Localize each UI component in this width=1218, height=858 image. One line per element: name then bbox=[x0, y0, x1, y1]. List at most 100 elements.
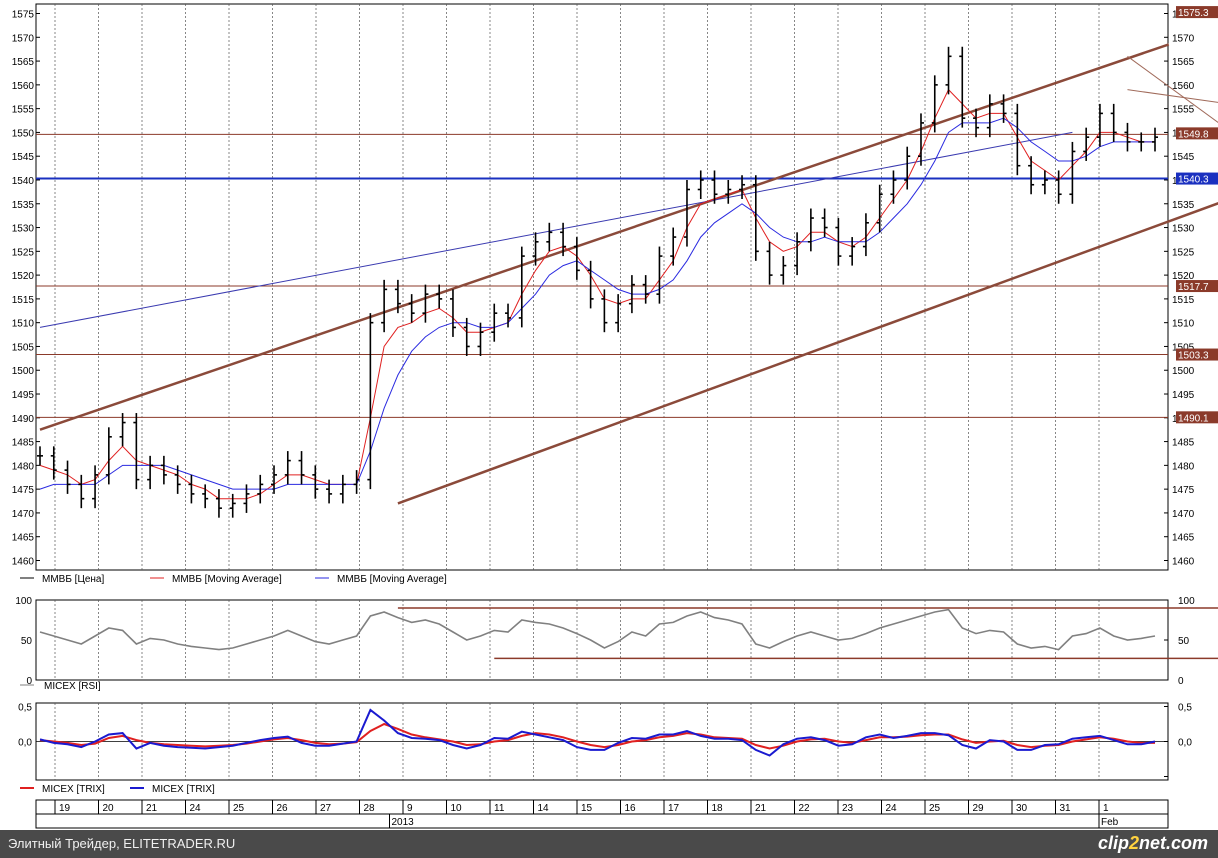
x-axis-day-label: 23 bbox=[842, 803, 854, 814]
price-bar bbox=[1014, 103, 1021, 176]
rsi-y-tick-right: 50 bbox=[1178, 636, 1190, 647]
price-right-value-box bbox=[1176, 6, 1218, 19]
x-axis-day-label: 18 bbox=[712, 803, 724, 814]
price-bar bbox=[849, 237, 856, 266]
price-y-tick-right: 1525 bbox=[1172, 247, 1195, 258]
x-axis-day-label: 11 bbox=[494, 803, 505, 814]
price-y-tick-left: 1465 bbox=[12, 533, 35, 544]
price-legend-label: ММВБ [Moving Average] bbox=[337, 574, 447, 585]
price-y-tick-right: 1515 bbox=[1172, 295, 1195, 306]
price-y-tick-left: 1470 bbox=[12, 509, 35, 520]
price-bar bbox=[959, 46, 966, 128]
price-right-value-box bbox=[1176, 411, 1218, 424]
price-y-tick-left: 1500 bbox=[12, 366, 35, 377]
price-y-tick-right: 1470 bbox=[1172, 509, 1195, 520]
logo-part-c: net.com bbox=[1138, 833, 1208, 853]
price-y-tick-left: 1510 bbox=[12, 319, 35, 330]
price-bar bbox=[794, 232, 801, 276]
price-trend-line bbox=[1127, 89, 1218, 103]
price-bar bbox=[986, 94, 993, 138]
price-y-tick-left: 1480 bbox=[12, 461, 35, 472]
price-bar bbox=[339, 474, 346, 504]
x-axis-day-label: 30 bbox=[1016, 803, 1028, 814]
price-bar bbox=[271, 465, 278, 494]
price-y-tick-left: 1575 bbox=[12, 10, 35, 21]
price-bar bbox=[739, 175, 746, 200]
price-bar bbox=[312, 465, 319, 499]
price-bar bbox=[1028, 156, 1035, 195]
trix-y-tick-right: 0,0 bbox=[1178, 738, 1192, 749]
price-bar bbox=[229, 493, 236, 518]
price-bar bbox=[326, 479, 333, 504]
x-axis-day-label: 25 bbox=[233, 803, 245, 814]
price-trend-line bbox=[39, 43, 1170, 431]
price-y-tick-right: 1475 bbox=[1172, 485, 1195, 496]
footer-bar: Элитный Трейдер, ELITETRADER.RU clip2net… bbox=[0, 830, 1218, 858]
price-bar bbox=[1041, 170, 1048, 195]
price-right-value-label: 1517.7 bbox=[1178, 282, 1209, 293]
price-bar bbox=[628, 275, 635, 314]
price-bar bbox=[92, 465, 99, 509]
price-bar bbox=[560, 222, 567, 257]
price-bar bbox=[436, 284, 443, 309]
price-bar bbox=[656, 246, 663, 304]
rsi-y-tick-right: 100 bbox=[1178, 596, 1195, 607]
price-bar bbox=[807, 208, 814, 252]
rsi-panel-frame bbox=[35, 599, 1169, 681]
price-y-tick-right: 1505 bbox=[1172, 342, 1195, 353]
price-y-tick-right: 1570 bbox=[1172, 33, 1195, 44]
price-panel-frame bbox=[35, 3, 1169, 571]
price-right-value-box bbox=[1176, 348, 1218, 361]
price-bar bbox=[615, 294, 622, 333]
price-bar bbox=[835, 218, 842, 266]
price-y-tick-left: 1525 bbox=[12, 247, 35, 258]
price-bar bbox=[133, 413, 140, 490]
price-y-tick-left: 1495 bbox=[12, 390, 35, 401]
price-bar bbox=[1083, 127, 1090, 161]
x-axis-day-label: 27 bbox=[320, 803, 332, 814]
price-bar bbox=[463, 317, 470, 356]
x-axis-day-label: 19 bbox=[59, 803, 71, 814]
price-bar bbox=[449, 289, 456, 337]
price-bar bbox=[147, 455, 154, 490]
x-axis-day-label: 14 bbox=[538, 803, 550, 814]
price-y-tick-right: 1565 bbox=[1172, 57, 1195, 68]
x-axis-day-label: 29 bbox=[973, 803, 985, 814]
x-axis-day-label: 1 bbox=[1103, 803, 1109, 814]
price-y-tick-left: 1570 bbox=[12, 33, 35, 44]
price-y-tick-right: 1535 bbox=[1172, 200, 1195, 211]
price-trend-line bbox=[1127, 55, 1218, 123]
price-bar bbox=[876, 184, 883, 233]
price-bar bbox=[821, 208, 828, 238]
price-bar bbox=[642, 275, 649, 304]
logo-part-a: clip bbox=[1097, 833, 1129, 853]
price-y-tick-right: 1545 bbox=[1172, 152, 1195, 163]
price-bar bbox=[105, 427, 112, 485]
x-axis-month-label: 2013 bbox=[392, 817, 415, 828]
x-axis-day-label: 17 bbox=[668, 803, 680, 814]
price-bar bbox=[890, 170, 897, 204]
price-bar bbox=[188, 474, 195, 504]
price-y-tick-right: 1555 bbox=[1172, 105, 1195, 116]
x-axis-day-label: 31 bbox=[1060, 803, 1072, 814]
price-y-tick-left: 1485 bbox=[12, 438, 35, 449]
trix-line-0 bbox=[39, 722, 1155, 750]
price-bar bbox=[491, 303, 498, 342]
x-axis-day-label: 16 bbox=[625, 803, 637, 814]
price-bar bbox=[160, 455, 167, 485]
footer-site-label: Элитный Трейдер, ELITETRADER.RU bbox=[8, 836, 236, 851]
price-y-tick-left: 1550 bbox=[12, 128, 35, 139]
price-y-tick-left: 1535 bbox=[12, 200, 35, 211]
price-bar bbox=[284, 451, 291, 485]
rsi-y-tick-left: 100 bbox=[15, 596, 32, 607]
price-bar bbox=[1069, 141, 1076, 204]
price-y-tick-left: 1555 bbox=[12, 105, 35, 116]
price-bar bbox=[518, 246, 525, 328]
price-trend-line bbox=[39, 131, 1073, 328]
price-right-value-label: 1575.3 bbox=[1178, 8, 1209, 19]
price-y-tick-left: 1560 bbox=[12, 81, 35, 92]
price-bar bbox=[917, 113, 924, 166]
x-axis-day-label: 9 bbox=[407, 803, 413, 814]
x-axis-day-label: 22 bbox=[799, 803, 811, 814]
price-y-tick-left: 1460 bbox=[12, 556, 35, 567]
